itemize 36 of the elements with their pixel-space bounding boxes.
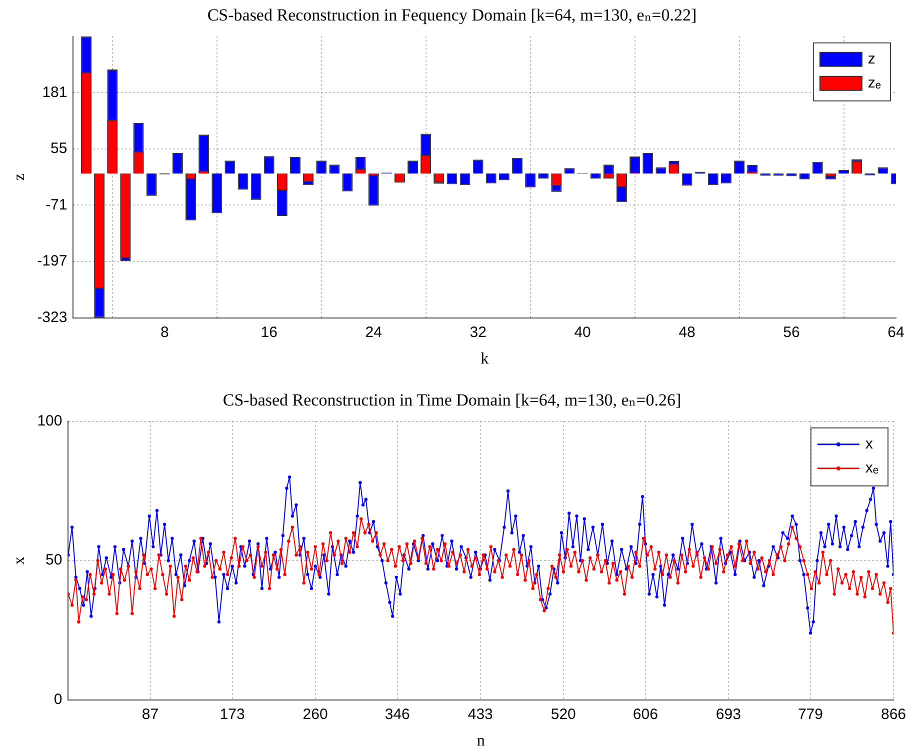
x-tick-label: 520 — [550, 706, 576, 723]
y-tick-label: 100 — [37, 412, 62, 430]
x-tick-label: 260 — [302, 706, 328, 723]
x-tick-label: 606 — [632, 706, 658, 723]
legend-label: xₑ — [865, 460, 879, 477]
y-tick-label: 50 — [46, 552, 62, 569]
legend-label: zₑ — [868, 74, 882, 92]
legend-label: x — [865, 436, 874, 453]
x-tick-label: 346 — [384, 706, 410, 723]
y-axis-title: x — [10, 556, 28, 565]
x-tick-label: 173 — [220, 706, 245, 723]
x-tick-label: 48 — [678, 324, 696, 341]
y-tick-label: 181 — [42, 84, 68, 101]
x-axis-title: k — [480, 350, 489, 368]
y-tick-label: 0 — [54, 690, 62, 708]
x-tick-label: 87 — [142, 706, 159, 723]
y-tick-label: -71 — [46, 196, 68, 214]
legend-label: z — [868, 50, 876, 68]
chart-title: CS-based Reconstruction in Fequency Domain [k=64, m=130, eₙ=0.22] — [207, 6, 697, 25]
y-tick-label: 55 — [50, 140, 68, 158]
x-tick-label: 866 — [880, 706, 906, 723]
x-tick-label: 64 — [888, 324, 904, 341]
y-tick-label: -197 — [37, 252, 68, 270]
chart-title: CS-based Reconstruction in Time Domain [k=64, m=130, eₙ=0.26] — [222, 390, 682, 410]
x-tick-label: 32 — [470, 324, 486, 341]
y-axis-title: z — [10, 174, 28, 181]
y-tick-label: -323 — [37, 308, 68, 326]
x-tick-label: 433 — [468, 706, 493, 723]
x-tick-label: 24 — [365, 324, 382, 341]
x-axis-title: n — [476, 732, 485, 750]
x-tick-label: 16 — [260, 324, 278, 341]
x-tick-label: 779 — [798, 706, 823, 723]
x-tick-label: 8 — [160, 324, 169, 341]
x-tick-label: 56 — [783, 324, 800, 341]
x-tick-label: 693 — [716, 706, 741, 723]
x-tick-label: 40 — [574, 324, 591, 341]
